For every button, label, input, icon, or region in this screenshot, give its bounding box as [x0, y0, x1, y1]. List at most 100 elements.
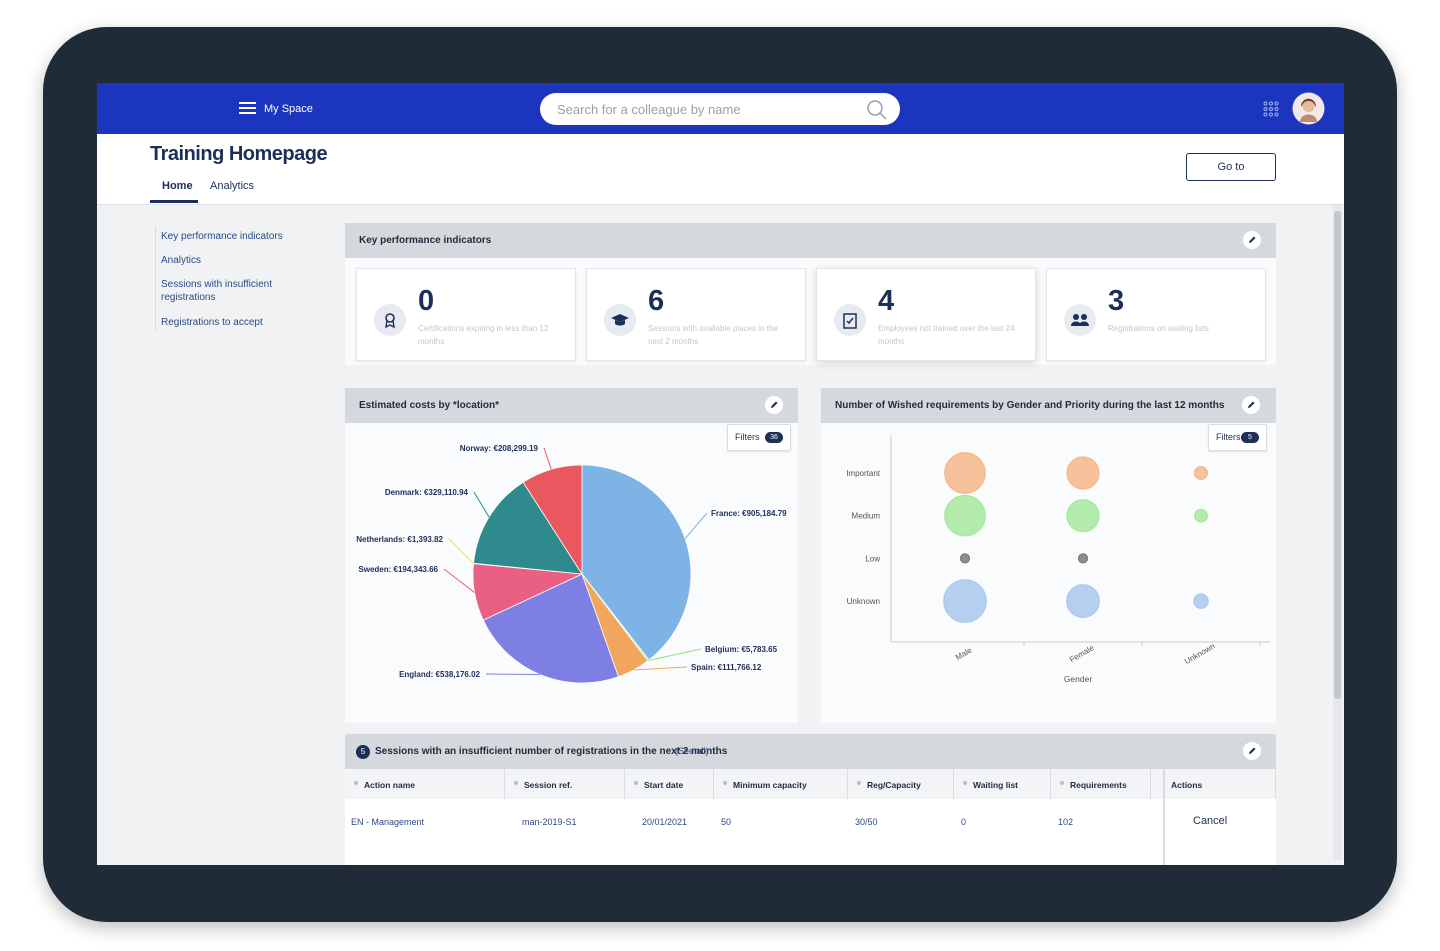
kpi-card[interactable]: 4 Employees not trained over the last 24 …: [816, 268, 1036, 361]
kpi-label: Registrations on waiting lists: [1108, 324, 1209, 333]
pie-chart: France: €905,184.79 Belgium: €5,783.65 Spa…: [356, 444, 787, 684]
kpi-icon: [374, 304, 406, 336]
bubble: [1066, 456, 1100, 490]
sort-icon: [354, 781, 358, 785]
column-title[interactable]: Session ref.: [524, 780, 573, 790]
slice-label: Belgium: €5,783.65: [705, 645, 778, 654]
search-icon: [867, 100, 887, 120]
column-title[interactable]: Action name: [364, 780, 416, 790]
column-title[interactable]: Actions: [1171, 780, 1203, 790]
filters-button[interactable]: Filters 36: [727, 424, 791, 451]
chart-title: Estimated costs by *location*: [359, 400, 500, 411]
leader-line: [684, 512, 708, 539]
page-title: Training Homepage: [150, 143, 328, 165]
column-header: Actions: [1163, 769, 1276, 799]
table-cell: man-2019-S1: [522, 817, 577, 827]
action-link[interactable]: Cancel: [1193, 815, 1228, 827]
sidebar-link[interactable]: Registrations to accept: [161, 317, 263, 328]
edit-button[interactable]: [1243, 231, 1261, 249]
tab[interactable]: Home: [162, 180, 193, 192]
search-box[interactable]: Search for a colleague by name: [540, 93, 900, 125]
kpi-card[interactable]: 0 Certifications expiring in less than 12…: [356, 268, 576, 361]
kpi-card[interactable]: 3 Registrations on waiting lists: [1046, 268, 1266, 361]
actions-divider: [1163, 769, 1165, 865]
kpi-value: 6: [648, 285, 665, 317]
table-header: Action name Session ref. Start date Minimum…: [345, 734, 1276, 865]
kpi-panel: Key performance indicators 0 Certificatio…: [345, 223, 1276, 365]
leader-line: [448, 538, 474, 564]
sort-icon: [634, 781, 638, 785]
column-title[interactable]: Waiting list: [973, 780, 1019, 790]
go-to-button[interactable]: Go to: [1186, 153, 1276, 181]
kpi-label: Certifications expiring in less than 12 …: [418, 324, 549, 346]
column-header: Minimum capacity: [714, 769, 848, 799]
top-bar: My Space Search for a colleague by name: [97, 83, 1344, 134]
leader-line: [543, 447, 552, 470]
column-header: Start date: [625, 769, 714, 799]
menu-icon[interactable]: [239, 101, 257, 116]
tab[interactable]: Analytics: [210, 180, 255, 192]
scrollbar[interactable]: [1333, 205, 1342, 860]
edit-button[interactable]: [765, 396, 783, 414]
column-title[interactable]: Requirements: [1070, 780, 1127, 790]
leader-line: [485, 673, 540, 676]
sidebar-link[interactable]: Analytics: [161, 255, 202, 266]
kpi-card[interactable]: 6 Sessions with available places in the n…: [586, 268, 806, 361]
search-placeholder: Search for a colleague by name: [557, 102, 741, 117]
table-cell: 20/01/2021: [642, 817, 688, 827]
x-axis-label: Gender: [1064, 674, 1093, 684]
bubble-chart: Male Female Unknown Gender Important Medium Lo…: [846, 435, 1270, 684]
table-cell: EN - Management: [351, 817, 425, 827]
pie-slice: [482, 573, 619, 684]
slice-label: Norway: €208,299.19: [460, 444, 539, 453]
kpi-label: Sessions with available places in the ne…: [648, 324, 778, 346]
tab-underline: [150, 200, 198, 203]
x-tick-label: Male: [954, 645, 974, 662]
sidebar-link[interactable]: Sessions with insufficient registrations: [161, 279, 272, 303]
bubble: [1077, 553, 1089, 564]
see-all-link[interactable]: (See all): [675, 746, 709, 756]
column-title[interactable]: Start date: [644, 780, 684, 790]
bubble: [944, 494, 986, 537]
table-cell: 30/50: [855, 817, 878, 827]
column-title[interactable]: Minimum capacity: [733, 780, 807, 790]
column-title[interactable]: Reg/Capacity: [867, 780, 921, 790]
kpi-icon: [834, 304, 866, 336]
scrollbar-thumb[interactable]: [1334, 211, 1341, 699]
filters-label: Filters: [1216, 432, 1241, 442]
sidebar-link[interactable]: Key performance indicators: [161, 231, 283, 242]
filters-label: Filters: [735, 432, 760, 442]
sort-icon: [857, 781, 861, 785]
sessions-panel: 5 Sessions with an insufficient number o…: [345, 734, 1276, 865]
panel-title: Sessions with an insufficient number of …: [375, 746, 728, 757]
panel-header: Estimated costs by *location*: [345, 388, 798, 423]
leader-line: [633, 666, 688, 671]
apps-icon[interactable]: [1263, 101, 1279, 117]
bubble: [1066, 584, 1100, 619]
column-header: Reg/Capacity: [848, 769, 954, 799]
sort-icon: [723, 781, 727, 785]
edit-button[interactable]: [1243, 742, 1261, 760]
leader-line: [648, 648, 702, 661]
panel-header: 5 Sessions with an insufficient number o…: [345, 734, 1276, 769]
screen: My Space Search for a colleague by name …: [97, 83, 1344, 865]
sort-icon: [514, 781, 518, 785]
kpi-label: Employees not trained over the last 24 m…: [878, 324, 1015, 346]
panel-header: Key performance indicators: [345, 223, 1276, 258]
bubble: [1193, 593, 1209, 609]
x-tick-label: Unknown: [1183, 642, 1216, 666]
filters-button[interactable]: Filters 5: [1208, 424, 1267, 451]
avatar[interactable]: [1292, 92, 1325, 125]
sidebar-rule: [155, 226, 156, 331]
column-header: Action name: [345, 769, 505, 799]
table-cell: 50: [721, 817, 732, 827]
menu-label[interactable]: My Space: [264, 103, 313, 115]
edit-button[interactable]: [1242, 396, 1260, 414]
x-tick-label: Female: [1068, 643, 1096, 664]
leader-line: [443, 568, 475, 593]
slice-label: Netherlands: €1,393.82: [356, 535, 443, 544]
filters-count: 5: [1241, 432, 1259, 443]
y-tick-label: Important: [846, 469, 881, 478]
slice-label: England: €538,176.02: [399, 670, 480, 679]
